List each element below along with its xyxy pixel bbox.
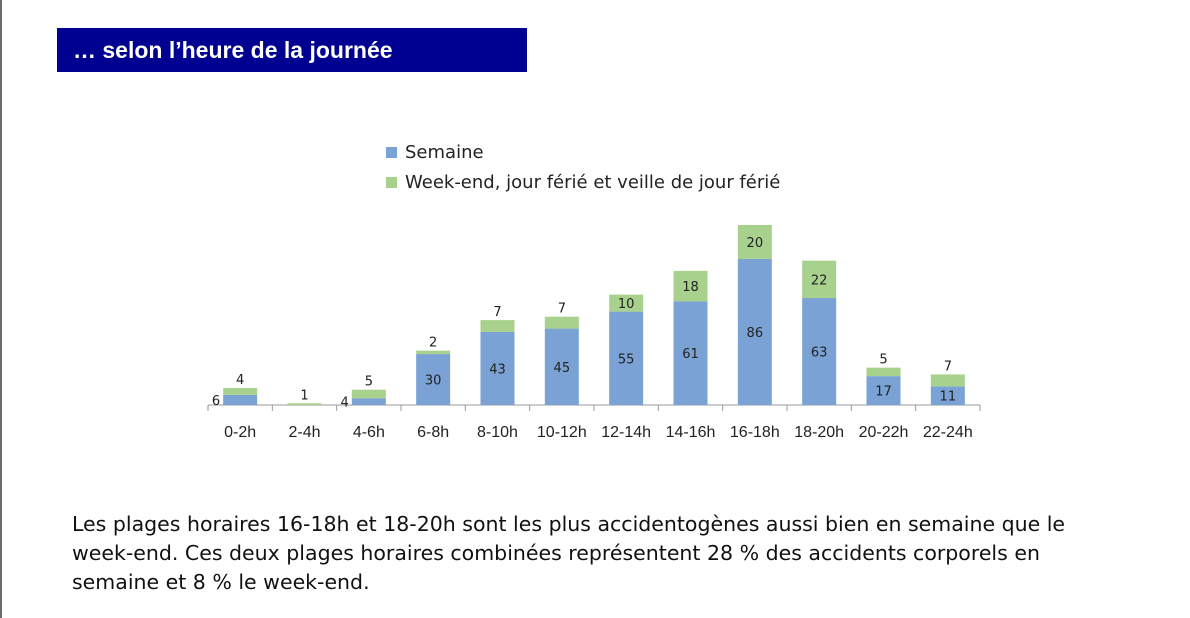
bar-semaine xyxy=(673,301,708,405)
x-tick-label: 4-6h xyxy=(353,424,385,441)
data-label: 30 xyxy=(425,374,442,389)
bar-weekend xyxy=(287,403,322,405)
x-tick-label: 16-18h xyxy=(730,424,780,441)
bar-semaine xyxy=(480,331,515,405)
bar-weekend xyxy=(737,225,772,259)
data-label: 63 xyxy=(811,346,828,361)
legend-swatch xyxy=(386,176,397,188)
bar-weekend xyxy=(802,260,837,299)
data-label: 86 xyxy=(747,326,764,341)
legend-swatch xyxy=(386,146,397,158)
x-tick-label: 8-10h xyxy=(477,424,518,441)
bar-weekend xyxy=(673,270,708,302)
x-tick-label: 12-14h xyxy=(601,424,651,441)
bar-semaine xyxy=(351,398,386,405)
x-tick-label: 22-24h xyxy=(923,424,973,441)
x-tick-label: 10-12h xyxy=(537,424,587,441)
x-tick-label: 0-2h xyxy=(224,424,256,441)
data-label: 17 xyxy=(875,385,892,400)
left-border xyxy=(0,0,2,618)
data-label: 18 xyxy=(682,280,699,295)
data-label: 20 xyxy=(747,236,764,251)
bar-weekend xyxy=(930,374,965,387)
legend-label: Semaine xyxy=(405,141,484,163)
data-label: 7 xyxy=(493,305,501,320)
data-label: 7 xyxy=(944,359,952,374)
x-tick-label: 18-20h xyxy=(794,424,844,441)
data-label: 5 xyxy=(879,353,887,368)
bar-semaine xyxy=(802,298,837,405)
data-label: 22 xyxy=(811,273,828,288)
data-label: 4 xyxy=(341,396,349,411)
legend-item-weekend: Week-end, jour férié et veille de jour f… xyxy=(386,167,780,197)
data-label: 2 xyxy=(429,336,437,351)
data-label: 1 xyxy=(300,388,308,403)
bar-semaine xyxy=(866,376,901,405)
bar-weekend xyxy=(480,320,515,332)
chart-legend: Semaine Week-end, jour férié et veille d… xyxy=(386,137,780,197)
bar-weekend xyxy=(866,367,901,377)
legend-label: Week-end, jour férié et veille de jour f… xyxy=(405,171,781,193)
bar-semaine xyxy=(930,386,965,405)
data-label: 55 xyxy=(618,352,635,367)
bar-weekend xyxy=(544,316,579,329)
bar-semaine xyxy=(416,354,451,405)
data-label: 5 xyxy=(365,375,373,390)
x-tick-label: 2-4h xyxy=(288,424,320,441)
bar-semaine xyxy=(737,258,772,405)
data-label: 10 xyxy=(618,297,635,312)
data-label: 45 xyxy=(554,361,571,376)
x-tick-label: 14-16h xyxy=(666,424,716,441)
bar-semaine xyxy=(544,328,579,405)
section-title: … selon l’heure de la journée xyxy=(57,28,527,72)
bar-weekend xyxy=(223,388,258,395)
data-label: 11 xyxy=(940,390,957,405)
data-label: 61 xyxy=(682,347,699,362)
data-label: 7 xyxy=(558,302,566,317)
bar-weekend xyxy=(416,350,451,355)
x-tick-label: 6-8h xyxy=(417,424,449,441)
description-paragraph: Les plages horaires 16-18h et 18-20h son… xyxy=(72,512,1066,594)
bar-semaine xyxy=(609,311,644,405)
data-label: 6 xyxy=(212,394,220,409)
bar-weekend xyxy=(351,389,386,399)
bar-weekend xyxy=(609,294,644,312)
x-tick-label: 20-22h xyxy=(859,424,909,441)
bar-semaine xyxy=(223,394,258,405)
data-label: 4 xyxy=(236,373,244,388)
legend-item-semaine: Semaine xyxy=(386,137,780,167)
data-label: 43 xyxy=(489,362,506,377)
